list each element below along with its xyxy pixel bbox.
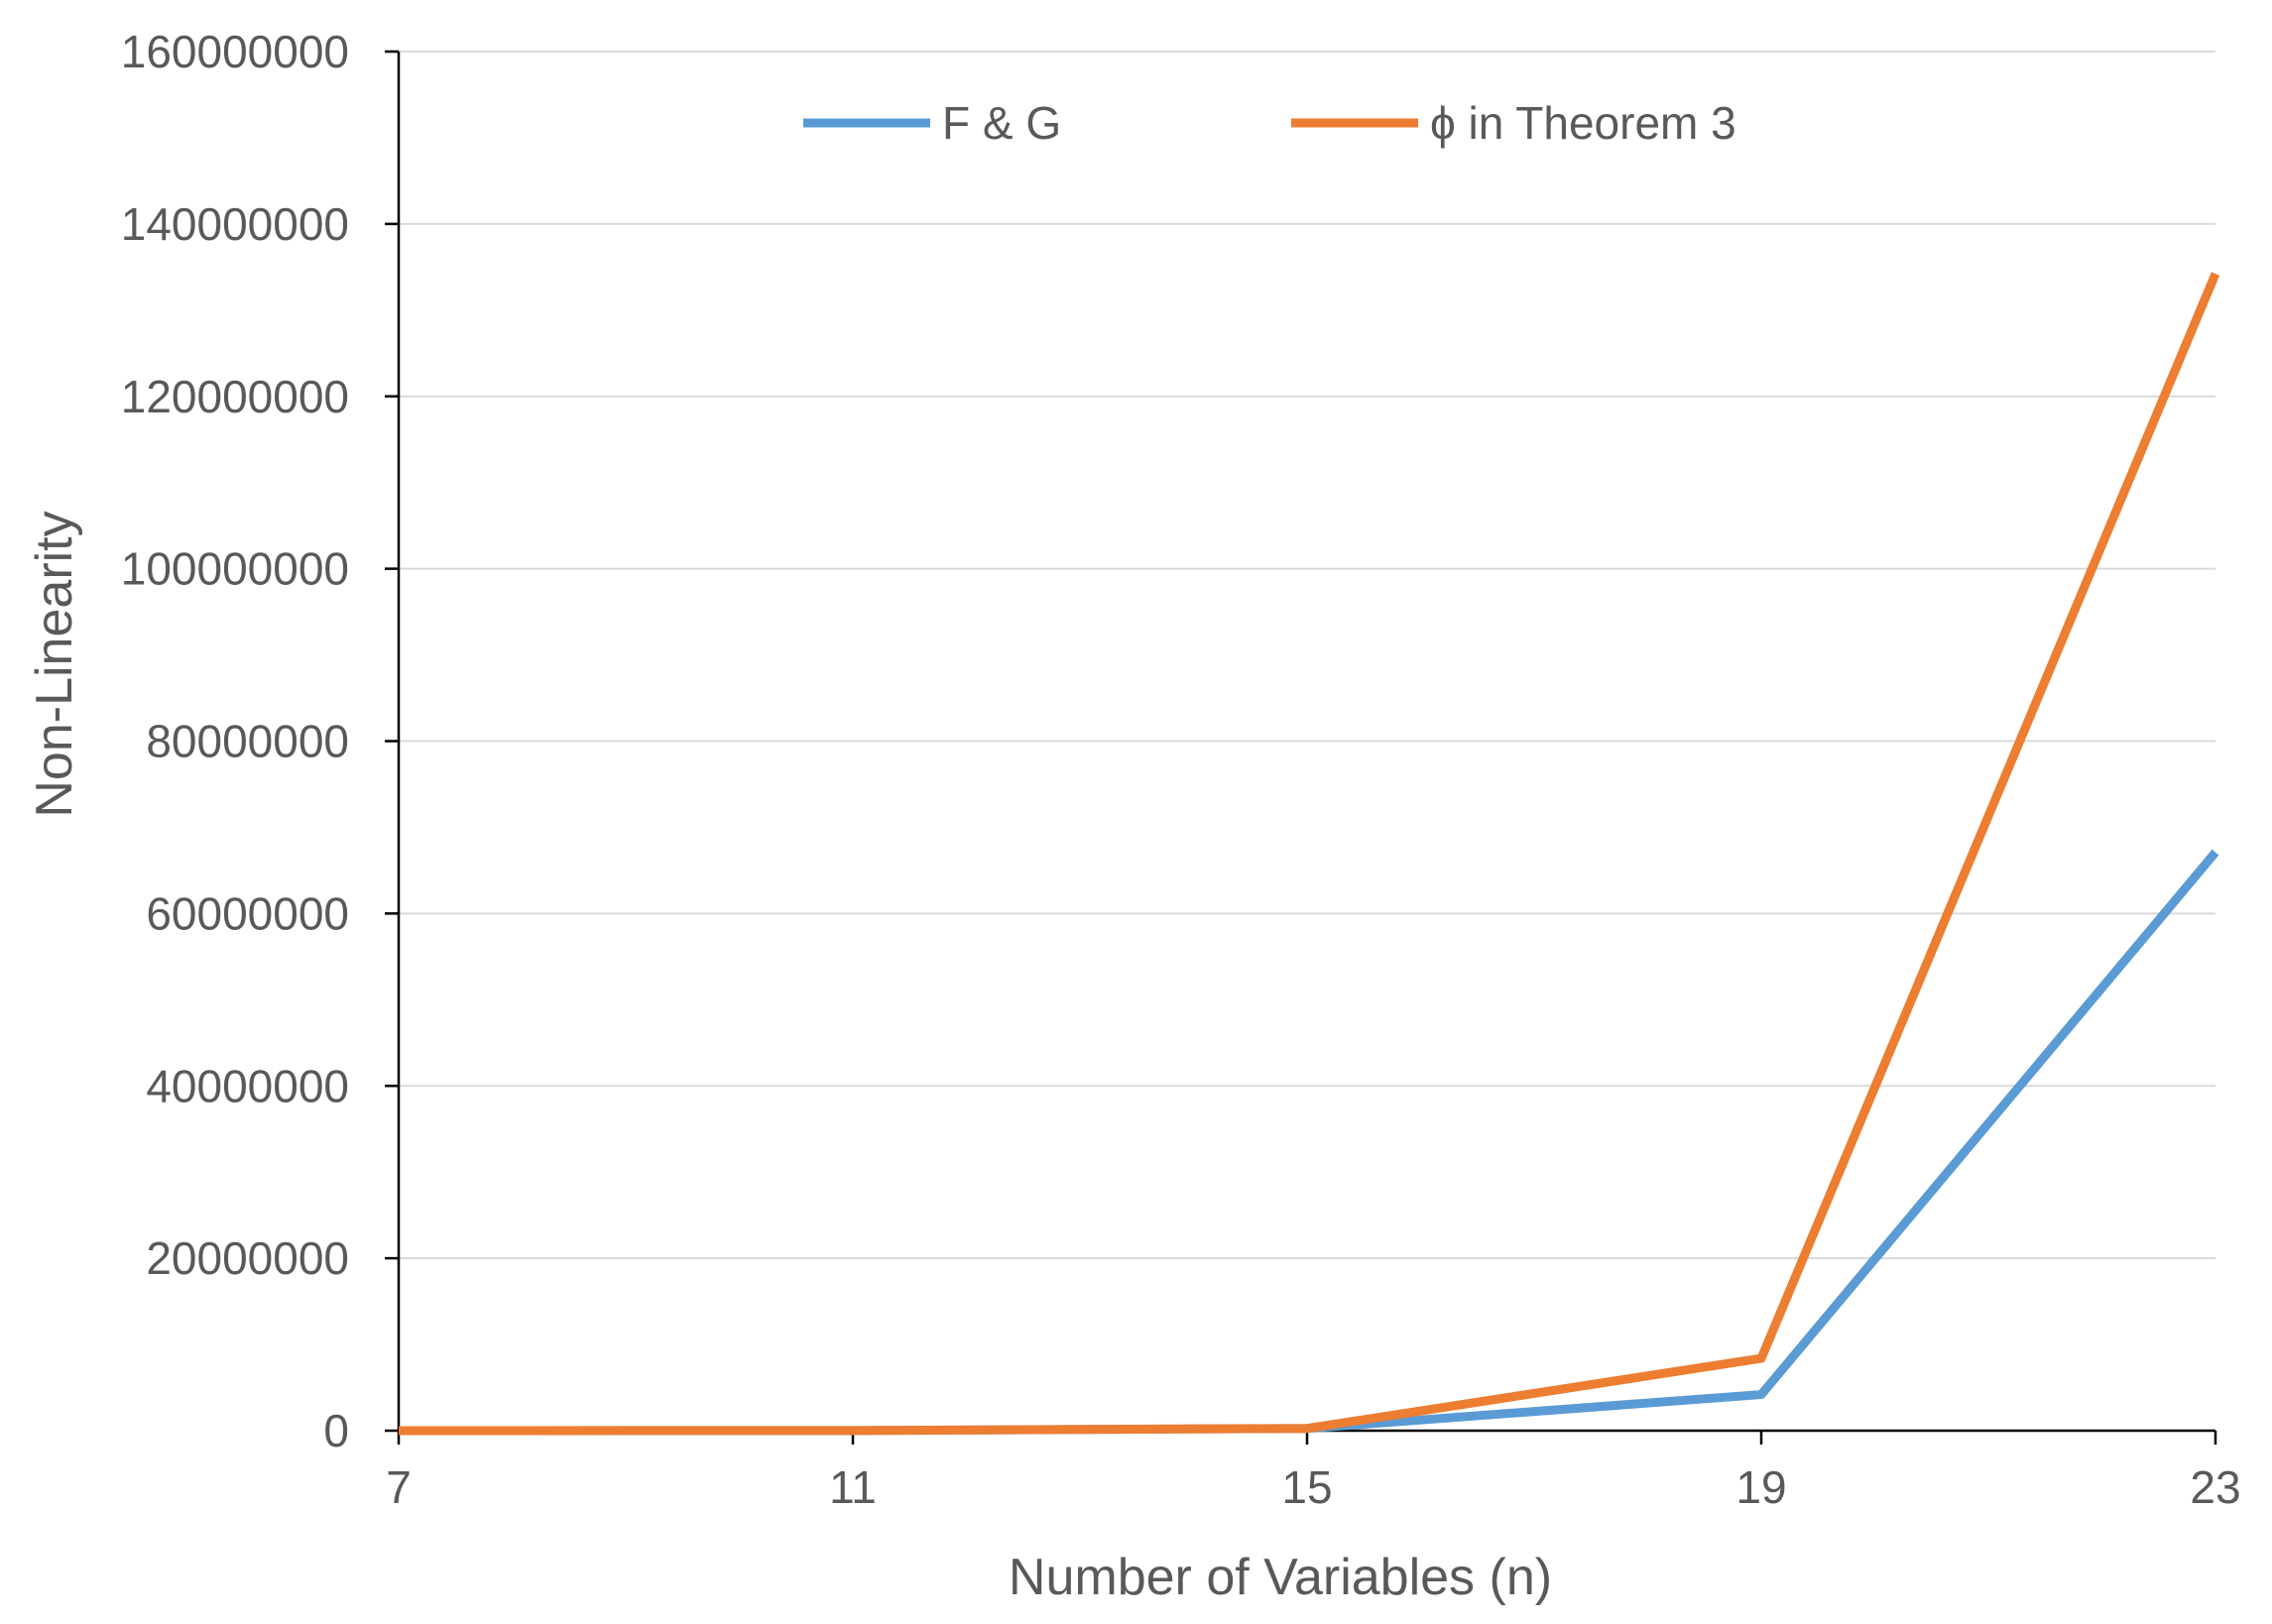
y-tick-label: 160000000	[121, 26, 349, 77]
x-axis-title: Number of Variables (n)	[1009, 1549, 1552, 1606]
tick-labels: 0 20000000 40000000 60000000 80000000 1000000…	[121, 26, 2241, 1513]
y-tick-label: 140000000	[121, 198, 349, 250]
y-axis-title: Non-Linearity	[26, 511, 83, 817]
legend-label: F & G	[942, 97, 1061, 149]
legend: F & G ϕ in Theorem 3	[803, 97, 1736, 149]
x-tick-label: 7	[386, 1461, 412, 1513]
x-tick-label: 19	[1735, 1461, 1786, 1513]
y-tick-label: 0	[323, 1405, 349, 1456]
x-tick-label: 15	[1281, 1461, 1332, 1513]
y-tick-label: 60000000	[146, 887, 349, 939]
gridlines	[399, 52, 2215, 1258]
y-tick-label: 40000000	[146, 1060, 349, 1111]
series-line-1	[399, 853, 2215, 1431]
axes	[385, 52, 2215, 1445]
y-tick-label: 20000000	[146, 1232, 349, 1284]
legend-label: ϕ in Theorem 3	[1430, 97, 1736, 149]
series-lines	[399, 274, 2215, 1431]
y-tick-label: 80000000	[146, 716, 349, 767]
y-tick-label: 100000000	[121, 543, 349, 595]
x-tick-label: 23	[2190, 1461, 2240, 1513]
y-tick-label: 120000000	[121, 371, 349, 422]
series-line-2	[399, 274, 2215, 1431]
x-tick-label: 11	[829, 1461, 877, 1513]
